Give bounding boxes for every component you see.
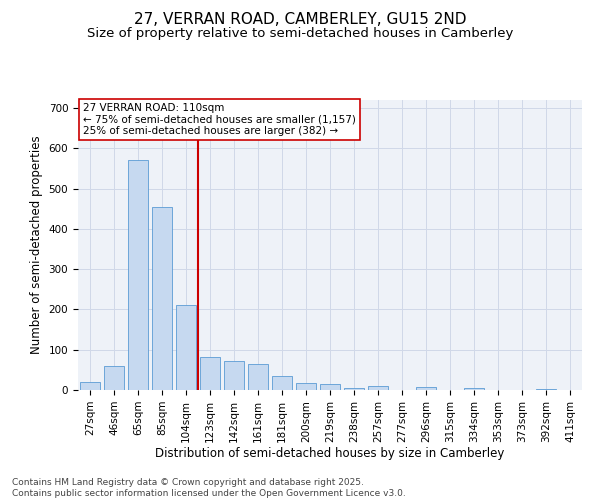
Bar [464,388,484,390]
Text: 27 VERRAN ROAD: 110sqm
← 75% of semi-detached houses are smaller (1,157)
25% of : 27 VERRAN ROAD: 110sqm ← 75% of semi-det… [83,103,356,136]
Bar [536,389,556,390]
Text: Size of property relative to semi-detached houses in Camberley: Size of property relative to semi-detach… [87,28,513,40]
Bar [416,387,436,390]
Text: 27, VERRAN ROAD, CAMBERLEY, GU15 2ND: 27, VERRAN ROAD, CAMBERLEY, GU15 2ND [134,12,466,28]
Bar [368,386,388,390]
Bar [104,366,124,390]
X-axis label: Distribution of semi-detached houses by size in Camberley: Distribution of semi-detached houses by … [155,448,505,460]
Text: Contains HM Land Registry data © Crown copyright and database right 2025.
Contai: Contains HM Land Registry data © Crown c… [12,478,406,498]
Bar [296,383,316,390]
Bar [176,306,196,390]
Bar [248,364,268,390]
Bar [128,160,148,390]
Y-axis label: Number of semi-detached properties: Number of semi-detached properties [30,136,43,354]
Bar [320,384,340,390]
Bar [224,361,244,390]
Bar [344,388,364,390]
Bar [272,376,292,390]
Bar [152,206,172,390]
Bar [80,382,100,390]
Bar [200,357,220,390]
